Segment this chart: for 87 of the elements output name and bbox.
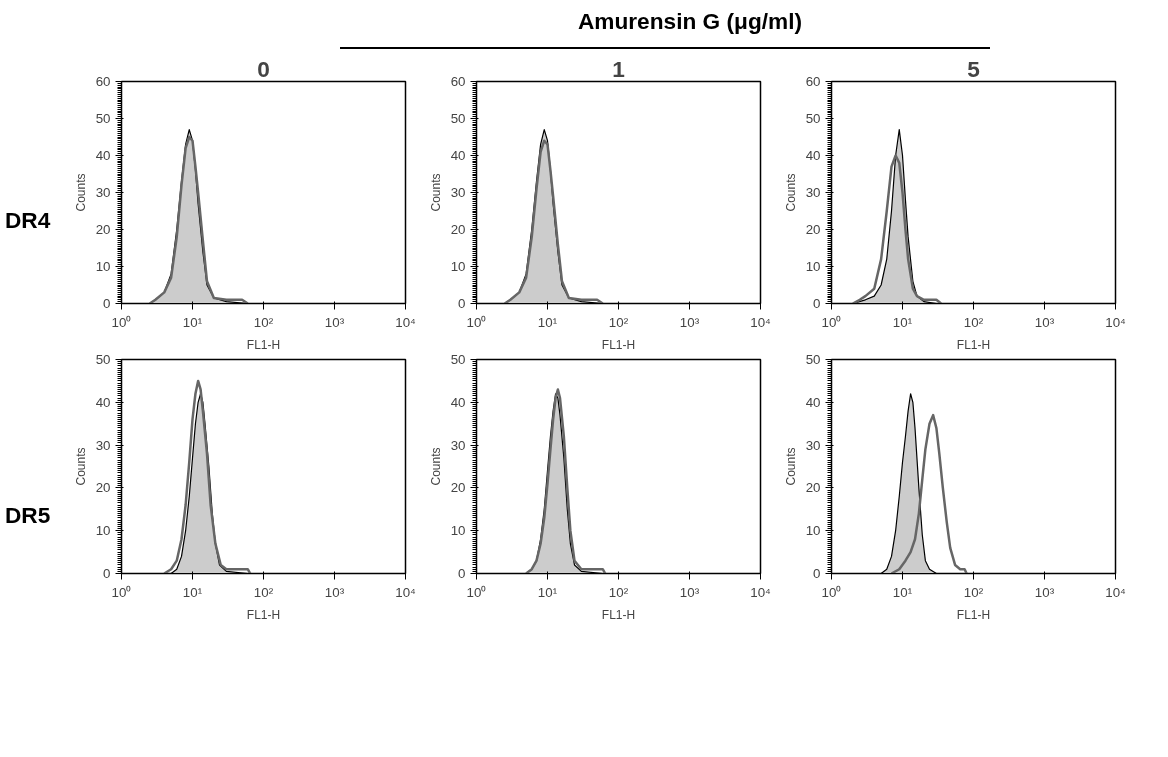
y-axis-title: Counts [428,173,443,212]
x-tick-label: 10³ [1034,314,1055,330]
y-tick-label: 10 [450,259,466,275]
y-tick-label: 50 [805,352,821,368]
x-axis-title: FL1-H [601,337,636,352]
y-tick-label: 60 [95,74,111,90]
y-tick-label: 0 [103,566,111,582]
x-tick-label: 10¹ [182,584,203,600]
y-tick-label: 50 [95,352,111,368]
x-tick-label: 10³ [679,584,700,600]
x-axis-title: FL1-H [956,607,991,622]
x-axis-title: FL1-H [601,607,636,622]
text: DR5 [5,501,51,531]
y-tick-label: 40 [95,148,111,164]
x-tick-label: 10³ [679,314,700,330]
y-tick-label: 10 [95,259,111,275]
y-tick-label: 10 [805,259,821,275]
y-tick-label: 40 [805,395,821,411]
y-tick-label: 40 [450,395,466,411]
x-tick-label: 10⁴ [395,584,417,600]
y-tick-label: 30 [95,185,111,201]
y-tick-label: 0 [813,566,821,582]
y-tick-label: 10 [450,523,466,539]
x-tick-label: 10³ [1034,584,1055,600]
y-tick-label: 60 [805,74,821,90]
x-tick-label: 10⁰ [111,314,132,330]
y-tick-label: 10 [805,523,821,539]
y-axis-title: Counts [428,447,443,486]
y-tick-label: 30 [805,437,821,453]
y-tick-label: 40 [805,148,821,164]
y-tick-label: 0 [813,296,821,312]
x-tick-label: 10² [963,584,984,600]
x-tick-label: 10⁰ [821,584,842,600]
y-tick-label: 50 [450,111,466,127]
y-tick-label: 10 [95,523,111,539]
x-axis-title: FL1-H [246,607,281,622]
x-tick-label: 10⁰ [466,314,487,330]
x-tick-label: 10¹ [537,314,558,330]
y-tick-label: 50 [450,352,466,368]
x-tick-label: 10⁴ [1105,584,1127,600]
x-axis-title: FL1-H [956,337,991,352]
y-tick-label: 0 [103,296,111,312]
y-tick-label: 60 [450,74,466,90]
chart-title: 1 [612,55,625,82]
y-tick-label: 20 [450,222,466,238]
x-tick-label: 10³ [324,314,345,330]
chart-title: 0 [257,55,270,82]
x-tick-label: 10² [963,314,984,330]
x-tick-label: 10¹ [537,584,558,600]
y-axis-title: Counts [783,173,798,212]
y-axis-title: Counts [783,447,798,486]
y-axis-title: Counts [73,173,88,212]
y-tick-label: 20 [805,222,821,238]
y-tick-label: 40 [95,395,111,411]
x-tick-label: 10² [253,314,274,330]
x-tick-label: 10⁴ [750,584,772,600]
x-tick-label: 10⁴ [1105,314,1127,330]
x-axis-title: FL1-H [246,337,281,352]
x-tick-label: 10⁴ [395,314,417,330]
y-tick-label: 0 [458,566,466,582]
y-tick-label: 0 [458,296,466,312]
x-tick-label: 10² [608,584,629,600]
text: DR4 [5,206,51,236]
x-tick-label: 10¹ [892,584,913,600]
x-tick-label: 10² [253,584,274,600]
y-tick-label: 50 [95,111,111,127]
y-tick-label: 20 [95,480,111,496]
y-tick-label: 20 [450,480,466,496]
y-tick-label: 30 [450,185,466,201]
chart-title: 5 [967,55,980,82]
x-tick-label: 10⁰ [466,584,487,600]
y-tick-label: 30 [805,185,821,201]
x-tick-label: 10¹ [892,314,913,330]
y-tick-label: 20 [805,480,821,496]
x-tick-label: 10¹ [182,314,203,330]
y-tick-label: 40 [450,148,466,164]
x-tick-label: 10² [608,314,629,330]
y-tick-label: 50 [805,111,821,127]
x-tick-label: 10⁰ [821,314,842,330]
text: Amurensin G (μg/ml) [577,7,803,36]
x-tick-label: 10⁴ [750,314,772,330]
y-tick-label: 20 [95,222,111,238]
y-axis-title: Counts [73,447,88,486]
x-tick-label: 10⁰ [111,584,132,600]
x-tick-label: 10³ [324,584,345,600]
y-tick-label: 30 [95,437,111,453]
y-tick-label: 30 [450,437,466,453]
